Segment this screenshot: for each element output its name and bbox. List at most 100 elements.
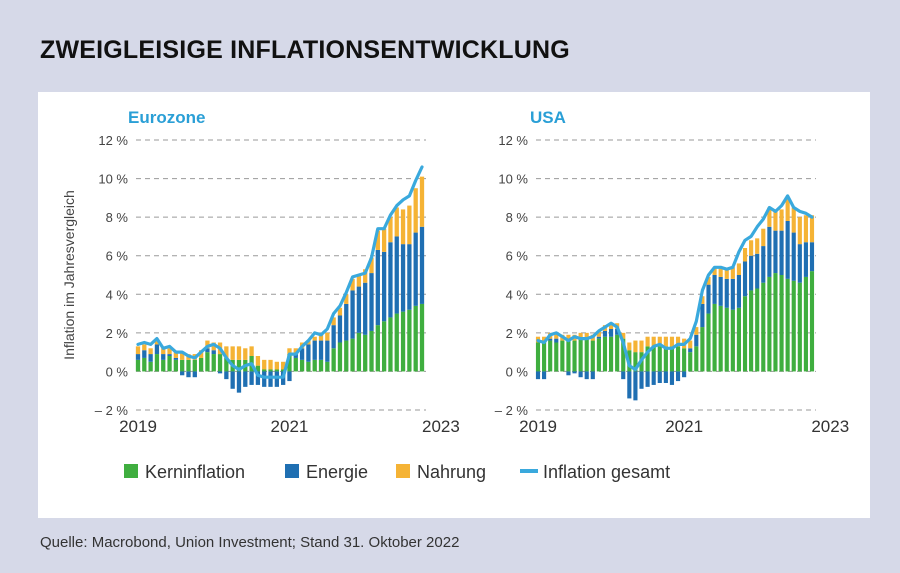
bar-kerninflation xyxy=(572,340,577,372)
bar-energie xyxy=(312,340,317,360)
bar-nahrung xyxy=(407,205,412,245)
bar-kerninflation xyxy=(682,348,687,372)
legend: Kerninflation Energie Nahrung Inflation ges… xyxy=(124,462,670,482)
bar-energie xyxy=(350,290,355,339)
bar-energie xyxy=(700,303,705,328)
bar-energie xyxy=(572,371,577,374)
bar-nahrung xyxy=(779,209,784,231)
bar-kerninflation xyxy=(785,278,790,372)
bar-energie xyxy=(230,371,235,389)
legend-label: Energie xyxy=(306,462,368,482)
bar-nahrung xyxy=(249,346,254,356)
bar-kerninflation xyxy=(337,342,343,372)
bar-energie xyxy=(381,251,387,322)
bar-energie xyxy=(299,348,305,360)
bar-energie xyxy=(186,371,191,378)
bar-kerninflation xyxy=(268,369,273,372)
bar-nahrung xyxy=(554,332,559,339)
bar-nahrung xyxy=(173,352,179,358)
bar-energie xyxy=(755,253,760,289)
bar-nahrung xyxy=(142,344,147,351)
bar-kerninflation xyxy=(779,275,784,372)
bar-nahrung xyxy=(381,228,387,252)
bar-energie xyxy=(142,350,147,358)
bars xyxy=(535,197,815,401)
bar-kerninflation xyxy=(712,303,717,372)
bar-nahrung xyxy=(542,336,547,343)
bar-nahrung xyxy=(419,176,425,227)
panel-title: Eurozone xyxy=(128,108,205,127)
bar-nahrung xyxy=(205,340,210,349)
bar-kerninflation xyxy=(724,307,729,372)
bar-nahrung xyxy=(331,317,336,326)
bar-nahrung xyxy=(645,336,650,347)
bar-kerninflation xyxy=(375,325,380,372)
bar-kerninflation xyxy=(584,338,589,372)
bar-nahrung xyxy=(262,359,267,370)
bar-kerninflation xyxy=(318,359,324,372)
bar-nahrung xyxy=(211,342,216,351)
bar-energie xyxy=(706,284,711,314)
y-tick-label: 10 % xyxy=(98,172,128,187)
bar-nahrung xyxy=(621,332,626,339)
bar-kerninflation xyxy=(542,342,547,372)
bar-energie xyxy=(639,371,644,389)
bar-kerninflation xyxy=(633,352,638,372)
bar-kerninflation xyxy=(299,359,305,372)
bar-nahrung xyxy=(639,340,644,353)
bar-kerninflation xyxy=(167,356,172,372)
bar-kerninflation xyxy=(621,338,626,372)
bar-nahrung xyxy=(167,348,172,355)
bar-kerninflation xyxy=(736,307,742,372)
bar-kerninflation xyxy=(198,357,204,372)
bar-nahrung xyxy=(281,361,286,370)
bar-energie xyxy=(331,325,336,349)
bar-nahrung xyxy=(627,342,632,351)
bar-kerninflation xyxy=(205,352,210,372)
bar-nahrung xyxy=(694,327,699,335)
bar-energie xyxy=(657,371,662,383)
bar-nahrung xyxy=(255,356,261,366)
bar-kerninflation xyxy=(803,276,808,372)
bar-kerninflation xyxy=(749,290,754,372)
bar-kerninflation xyxy=(262,369,267,372)
bar-energie xyxy=(749,255,754,291)
bar-nahrung xyxy=(669,336,675,347)
y-tick-label: 2 % xyxy=(106,326,129,341)
bar-nahrung xyxy=(268,359,273,370)
bar-kerninflation xyxy=(797,282,802,372)
bar-nahrung xyxy=(400,209,406,245)
bar-nahrung xyxy=(230,346,235,360)
bars xyxy=(135,176,425,393)
bar-kerninflation xyxy=(791,280,796,372)
bar-energie xyxy=(645,371,650,387)
bar-kerninflation xyxy=(669,346,675,372)
y-tick-label: – 2 % xyxy=(95,403,129,418)
bar-energie xyxy=(578,371,583,378)
chart-panel: Eurozone 12 % 10 % 8 % 6 % 4 % 2 % 0 % – 2 % 2019… xyxy=(38,92,870,518)
bar-energie xyxy=(388,242,393,318)
bar-energie xyxy=(293,354,298,358)
y-tick-label: 0 % xyxy=(506,364,529,379)
bar-energie xyxy=(148,354,153,362)
bar-nahrung xyxy=(566,334,571,341)
y-tick-label: 4 % xyxy=(106,287,129,302)
bar-nahrung xyxy=(675,336,681,347)
bar-energie xyxy=(548,338,553,341)
bar-nahrung xyxy=(344,294,349,304)
bar-nahrung xyxy=(375,230,380,250)
y-tick-label: 8 % xyxy=(506,210,529,225)
line-inflation-gesamt xyxy=(536,194,814,372)
bar-nahrung xyxy=(657,336,662,347)
bar-kerninflation xyxy=(400,311,406,372)
bar-energie xyxy=(651,371,656,385)
bar-energie xyxy=(761,246,766,283)
bar-kerninflation xyxy=(602,336,608,372)
bar-energie xyxy=(394,236,399,314)
x-tick-label: 2023 xyxy=(422,417,460,436)
bar-energie xyxy=(694,334,699,347)
bar-kerninflation xyxy=(325,361,330,372)
legend-label: Nahrung xyxy=(417,462,486,482)
bar-kerninflation xyxy=(615,334,620,372)
